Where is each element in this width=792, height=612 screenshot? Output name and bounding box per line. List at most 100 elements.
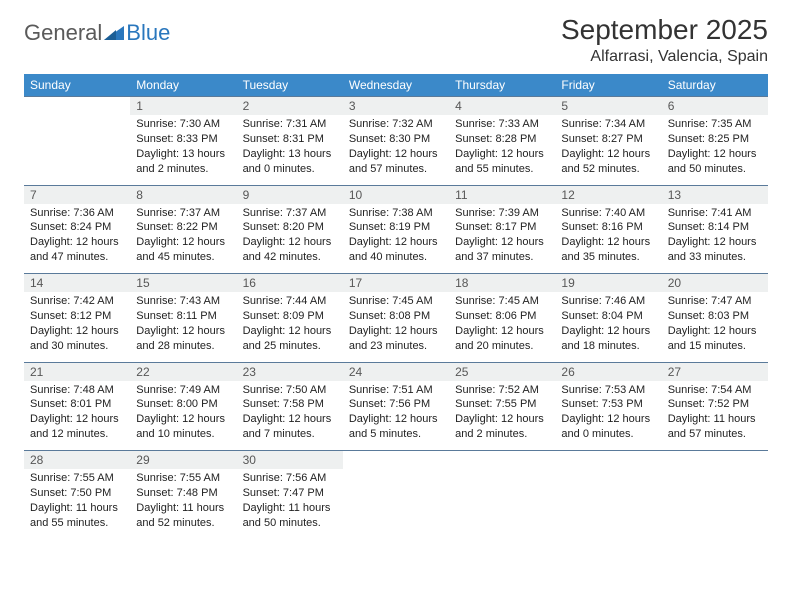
daylight-text: Daylight: 12 hours and 5 minutes. [349,412,443,442]
day-number: 27 [668,365,681,379]
day-content-cell: Sunrise: 7:32 AMSunset: 8:30 PMDaylight:… [343,115,449,185]
sunset-text: Sunset: 8:22 PM [136,220,230,235]
day-number: 9 [243,188,250,202]
sunset-text: Sunset: 8:11 PM [136,309,230,324]
daylight-text: Daylight: 11 hours and 52 minutes. [136,501,230,531]
day-content-cell: Sunrise: 7:45 AMSunset: 8:06 PMDaylight:… [449,292,555,362]
week-daynum-row: 78910111213 [24,185,768,204]
daylight-text: Daylight: 12 hours and 33 minutes. [668,235,762,265]
day-number-cell: 21 [24,362,130,381]
day-content-cell: Sunrise: 7:35 AMSunset: 8:25 PMDaylight:… [662,115,768,185]
day-number: 6 [668,99,675,113]
day-number: 25 [455,365,468,379]
day-content-cell: Sunrise: 7:52 AMSunset: 7:55 PMDaylight:… [449,381,555,451]
day-header: Saturday [662,74,768,97]
daylight-text: Daylight: 11 hours and 57 minutes. [668,412,762,442]
day-number-cell: 14 [24,274,130,293]
week-content-row: Sunrise: 7:36 AMSunset: 8:24 PMDaylight:… [24,204,768,274]
day-content-cell: Sunrise: 7:55 AMSunset: 7:50 PMDaylight:… [24,469,130,539]
day-number-cell: 2 [237,97,343,116]
week-content-row: Sunrise: 7:48 AMSunset: 8:01 PMDaylight:… [24,381,768,451]
header: General Blue September 2025 Alfarrasi, V… [24,14,768,66]
day-number: 1 [136,99,143,113]
sunset-text: Sunset: 8:01 PM [30,397,124,412]
logo-triangle-icon [104,26,124,40]
daylight-text: Daylight: 12 hours and 40 minutes. [349,235,443,265]
week-daynum-row: 123456 [24,97,768,116]
day-number-cell: 20 [662,274,768,293]
day-content-cell: Sunrise: 7:36 AMSunset: 8:24 PMDaylight:… [24,204,130,274]
day-header: Sunday [24,74,130,97]
sunrise-text: Sunrise: 7:43 AM [136,294,230,309]
day-header: Friday [555,74,661,97]
day-number: 19 [561,276,574,290]
daylight-text: Daylight: 12 hours and 12 minutes. [30,412,124,442]
sunrise-text: Sunrise: 7:50 AM [243,383,337,398]
day-number-cell: 9 [237,185,343,204]
sunrise-text: Sunrise: 7:44 AM [243,294,337,309]
sunrise-text: Sunrise: 7:55 AM [30,471,124,486]
day-content-cell: Sunrise: 7:46 AMSunset: 8:04 PMDaylight:… [555,292,661,362]
daylight-text: Daylight: 12 hours and 2 minutes. [455,412,549,442]
sunset-text: Sunset: 7:52 PM [668,397,762,412]
calendar-table: Sunday Monday Tuesday Wednesday Thursday… [24,74,768,539]
sunset-text: Sunset: 8:06 PM [455,309,549,324]
calendar-page: General Blue September 2025 Alfarrasi, V… [0,0,792,553]
logo-text-blue: Blue [126,20,170,46]
daylight-text: Daylight: 12 hours and 0 minutes. [561,412,655,442]
daylight-text: Daylight: 13 hours and 0 minutes. [243,147,337,177]
sunset-text: Sunset: 7:48 PM [136,486,230,501]
day-number-cell: 6 [662,97,768,116]
day-number: 21 [30,365,43,379]
sunrise-text: Sunrise: 7:35 AM [668,117,762,132]
day-number: 13 [668,188,681,202]
sunrise-text: Sunrise: 7:48 AM [30,383,124,398]
sunrise-text: Sunrise: 7:42 AM [30,294,124,309]
sunrise-text: Sunrise: 7:41 AM [668,206,762,221]
day-number-cell: 13 [662,185,768,204]
day-number-cell: 3 [343,97,449,116]
day-content-cell: Sunrise: 7:53 AMSunset: 7:53 PMDaylight:… [555,381,661,451]
day-number: 20 [668,276,681,290]
day-number: 2 [243,99,250,113]
daylight-text: Daylight: 13 hours and 2 minutes. [136,147,230,177]
day-number-cell: 16 [237,274,343,293]
day-content-cell: Sunrise: 7:45 AMSunset: 8:08 PMDaylight:… [343,292,449,362]
day-content-cell: Sunrise: 7:48 AMSunset: 8:01 PMDaylight:… [24,381,130,451]
sunrise-text: Sunrise: 7:37 AM [136,206,230,221]
daylight-text: Daylight: 12 hours and 37 minutes. [455,235,549,265]
day-number-cell: 12 [555,185,661,204]
daylight-text: Daylight: 12 hours and 30 minutes. [30,324,124,354]
day-number: 15 [136,276,149,290]
day-content-cell: Sunrise: 7:56 AMSunset: 7:47 PMDaylight:… [237,469,343,539]
day-number-cell: 29 [130,451,236,470]
sunset-text: Sunset: 8:04 PM [561,309,655,324]
day-number: 22 [136,365,149,379]
sunrise-text: Sunrise: 7:31 AM [243,117,337,132]
day-content-cell: Sunrise: 7:55 AMSunset: 7:48 PMDaylight:… [130,469,236,539]
sunrise-text: Sunrise: 7:53 AM [561,383,655,398]
daylight-text: Daylight: 12 hours and 23 minutes. [349,324,443,354]
day-number-cell [343,451,449,470]
day-number-cell: 5 [555,97,661,116]
sunrise-text: Sunrise: 7:54 AM [668,383,762,398]
week-content-row: Sunrise: 7:30 AMSunset: 8:33 PMDaylight:… [24,115,768,185]
day-number: 7 [30,188,37,202]
day-content-cell: Sunrise: 7:37 AMSunset: 8:20 PMDaylight:… [237,204,343,274]
day-content-cell: Sunrise: 7:51 AMSunset: 7:56 PMDaylight:… [343,381,449,451]
day-number: 28 [30,453,43,467]
sunset-text: Sunset: 8:27 PM [561,132,655,147]
day-number-cell: 26 [555,362,661,381]
daylight-text: Daylight: 12 hours and 50 minutes. [668,147,762,177]
day-content-cell: Sunrise: 7:54 AMSunset: 7:52 PMDaylight:… [662,381,768,451]
day-content-cell [343,469,449,539]
day-content-cell: Sunrise: 7:44 AMSunset: 8:09 PMDaylight:… [237,292,343,362]
day-number: 8 [136,188,143,202]
month-title: September 2025 [561,14,768,46]
day-content-cell [24,115,130,185]
day-content-cell: Sunrise: 7:40 AMSunset: 8:16 PMDaylight:… [555,204,661,274]
sunset-text: Sunset: 8:08 PM [349,309,443,324]
sunset-text: Sunset: 7:56 PM [349,397,443,412]
daylight-text: Daylight: 12 hours and 47 minutes. [30,235,124,265]
day-number-cell: 11 [449,185,555,204]
